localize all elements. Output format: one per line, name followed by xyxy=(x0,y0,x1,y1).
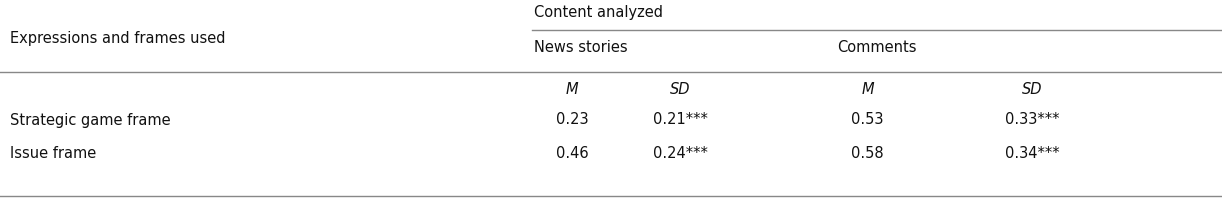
Text: 0.33***: 0.33*** xyxy=(1006,113,1059,127)
Text: News stories: News stories xyxy=(534,40,628,56)
Text: Strategic game frame: Strategic game frame xyxy=(10,113,170,127)
Text: M: M xyxy=(862,82,874,98)
Text: 0.46: 0.46 xyxy=(556,145,588,161)
Text: Content analyzed: Content analyzed xyxy=(534,4,664,20)
Text: 0.53: 0.53 xyxy=(852,113,884,127)
Text: Comments: Comments xyxy=(837,40,916,56)
Text: SD: SD xyxy=(1023,82,1042,98)
Text: M: M xyxy=(566,82,578,98)
Text: Issue frame: Issue frame xyxy=(10,145,97,161)
Text: 0.58: 0.58 xyxy=(852,145,884,161)
Text: Expressions and frames used: Expressions and frames used xyxy=(10,31,225,45)
Text: 0.23: 0.23 xyxy=(556,113,588,127)
Text: SD: SD xyxy=(671,82,690,98)
Text: 0.34***: 0.34*** xyxy=(1006,145,1059,161)
Text: 0.24***: 0.24*** xyxy=(654,145,708,161)
Text: 0.21***: 0.21*** xyxy=(654,113,708,127)
